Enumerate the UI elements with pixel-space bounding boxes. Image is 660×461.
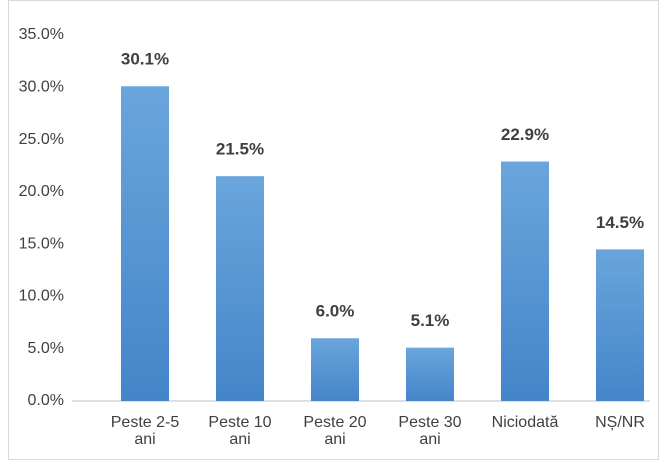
x-tick-label: Peste 30 ani	[398, 414, 461, 448]
x-tick-label: Niciodată	[492, 414, 559, 431]
y-tick-label: 30.0%	[19, 79, 64, 96]
x-tick-label: NȘ/NR	[595, 414, 645, 431]
bar	[311, 338, 359, 401]
bar	[501, 161, 549, 401]
y-tick-label: 5.0%	[28, 340, 64, 357]
value-label: 6.0%	[316, 302, 355, 321]
x-tick-label: Peste 10 ani	[208, 414, 271, 448]
value-label: 14.5%	[596, 213, 644, 232]
y-tick-label: 25.0%	[19, 131, 64, 148]
y-tick-label: 15.0%	[19, 235, 64, 252]
x-tick-label-line: ani	[134, 431, 155, 448]
y-tick-label: 0.0%	[28, 392, 64, 409]
x-tick-label-line: Peste 30	[398, 414, 461, 431]
y-tick-label: 20.0%	[19, 183, 64, 200]
value-label: 21.5%	[216, 140, 264, 159]
value-label: 22.9%	[501, 125, 549, 144]
value-label: 30.1%	[121, 50, 169, 69]
x-tick-label-line: Peste 2-5	[111, 414, 180, 431]
x-tick-label-line: ani	[419, 431, 440, 448]
bar	[406, 347, 454, 401]
value-label: 5.1%	[411, 311, 450, 330]
bar	[216, 176, 264, 401]
x-tick-label: Peste 20 ani	[303, 414, 366, 448]
x-tick-label-line: Peste 20	[303, 414, 366, 431]
x-tick-label-line: Peste 10	[208, 414, 271, 431]
y-tick-label: 10.0%	[19, 288, 64, 305]
x-tick-label-line: ani	[229, 431, 250, 448]
bar	[596, 249, 644, 401]
x-tick-label-line: ani	[324, 431, 345, 448]
y-tick-label: 35.0%	[19, 26, 64, 43]
x-tick-label: Peste 2-5 ani	[111, 414, 180, 448]
bar	[121, 86, 169, 402]
